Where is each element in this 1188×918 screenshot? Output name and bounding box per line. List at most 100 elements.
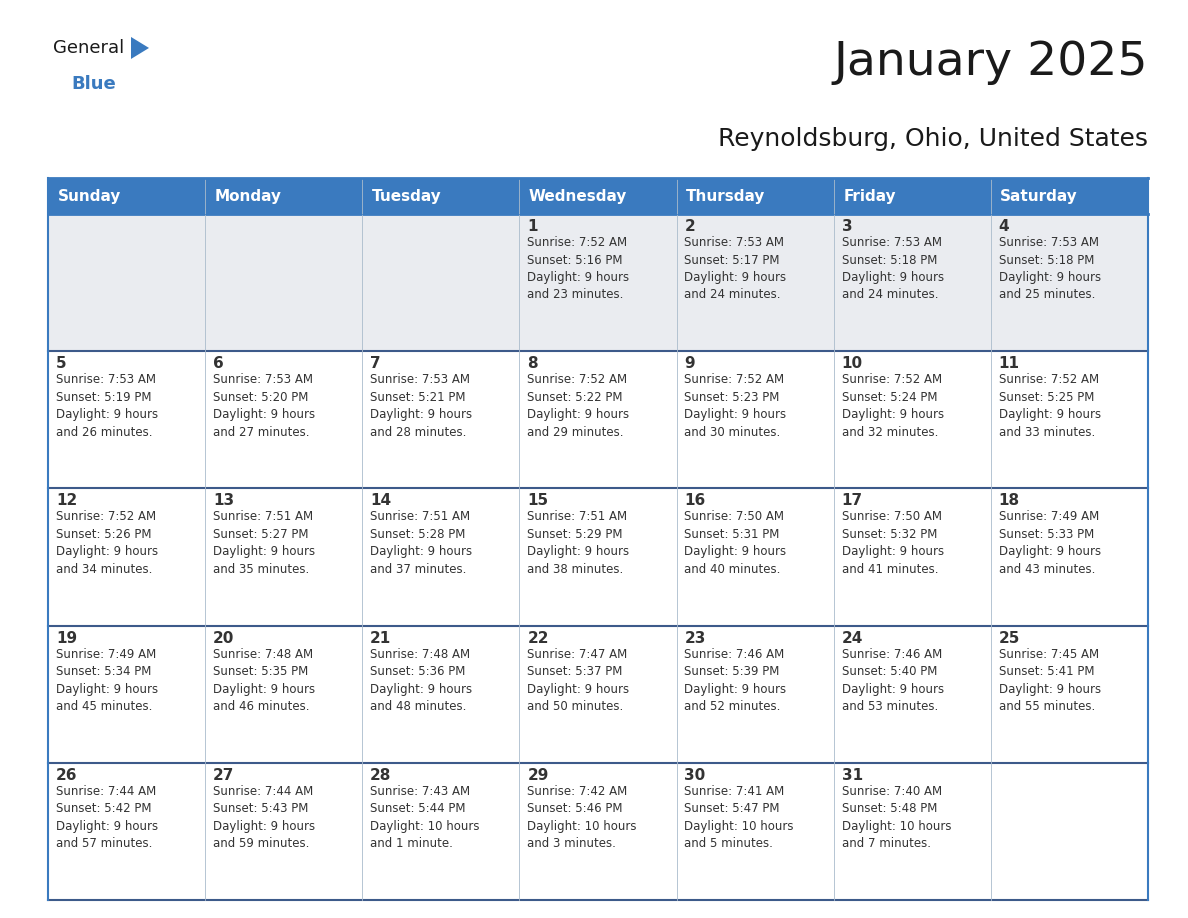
- Text: Sunrise: 7:49 AM
Sunset: 5:34 PM
Daylight: 9 hours
and 45 minutes.: Sunrise: 7:49 AM Sunset: 5:34 PM Dayligh…: [56, 647, 158, 713]
- Bar: [48, 488, 206, 625]
- Text: Monday: Monday: [215, 188, 282, 204]
- Text: 13: 13: [213, 493, 234, 509]
- Bar: [834, 763, 991, 900]
- Text: Reynoldsburg, Ohio, United States: Reynoldsburg, Ohio, United States: [718, 127, 1148, 151]
- Text: Sunrise: 7:42 AM
Sunset: 5:46 PM
Daylight: 10 hours
and 3 minutes.: Sunrise: 7:42 AM Sunset: 5:46 PM Dayligh…: [527, 785, 637, 850]
- Text: Sunrise: 7:46 AM
Sunset: 5:40 PM
Daylight: 9 hours
and 53 minutes.: Sunrise: 7:46 AM Sunset: 5:40 PM Dayligh…: [841, 647, 943, 713]
- Text: Blue: Blue: [71, 75, 115, 93]
- Text: Sunrise: 7:52 AM
Sunset: 5:24 PM
Daylight: 9 hours
and 32 minutes.: Sunrise: 7:52 AM Sunset: 5:24 PM Dayligh…: [841, 374, 943, 439]
- Text: January 2025: January 2025: [834, 39, 1148, 84]
- Text: Sunrise: 7:41 AM
Sunset: 5:47 PM
Daylight: 10 hours
and 5 minutes.: Sunrise: 7:41 AM Sunset: 5:47 PM Dayligh…: [684, 785, 794, 850]
- Text: 20: 20: [213, 631, 234, 645]
- Text: Sunrise: 7:40 AM
Sunset: 5:48 PM
Daylight: 10 hours
and 7 minutes.: Sunrise: 7:40 AM Sunset: 5:48 PM Dayligh…: [841, 785, 952, 850]
- Text: 19: 19: [56, 631, 77, 645]
- Bar: [677, 178, 834, 214]
- Bar: [991, 488, 1148, 625]
- Text: Sunrise: 7:52 AM
Sunset: 5:16 PM
Daylight: 9 hours
and 23 minutes.: Sunrise: 7:52 AM Sunset: 5:16 PM Dayligh…: [527, 236, 630, 301]
- Bar: [48, 763, 206, 900]
- Bar: [677, 625, 834, 763]
- Text: Sunday: Sunday: [57, 188, 121, 204]
- Text: General: General: [53, 39, 125, 57]
- Text: 9: 9: [684, 356, 695, 371]
- Bar: [48, 352, 206, 488]
- Text: 27: 27: [213, 767, 234, 783]
- Text: Sunrise: 7:52 AM
Sunset: 5:22 PM
Daylight: 9 hours
and 29 minutes.: Sunrise: 7:52 AM Sunset: 5:22 PM Dayligh…: [527, 374, 630, 439]
- Bar: [206, 763, 362, 900]
- Text: Sunrise: 7:45 AM
Sunset: 5:41 PM
Daylight: 9 hours
and 55 minutes.: Sunrise: 7:45 AM Sunset: 5:41 PM Dayligh…: [999, 647, 1101, 713]
- Bar: [991, 763, 1148, 900]
- Text: 8: 8: [527, 356, 538, 371]
- Bar: [362, 625, 519, 763]
- Bar: [362, 763, 519, 900]
- Bar: [834, 625, 991, 763]
- Text: Tuesday: Tuesday: [372, 188, 442, 204]
- Bar: [206, 214, 362, 352]
- Text: Saturday: Saturday: [1000, 188, 1078, 204]
- Bar: [362, 178, 519, 214]
- Text: 11: 11: [999, 356, 1019, 371]
- Text: Sunrise: 7:52 AM
Sunset: 5:23 PM
Daylight: 9 hours
and 30 minutes.: Sunrise: 7:52 AM Sunset: 5:23 PM Dayligh…: [684, 374, 786, 439]
- Bar: [834, 214, 991, 352]
- Bar: [519, 178, 677, 214]
- Bar: [519, 488, 677, 625]
- Bar: [834, 352, 991, 488]
- Text: 7: 7: [371, 356, 381, 371]
- Text: 4: 4: [999, 219, 1010, 234]
- Text: Sunrise: 7:53 AM
Sunset: 5:21 PM
Daylight: 9 hours
and 28 minutes.: Sunrise: 7:53 AM Sunset: 5:21 PM Dayligh…: [371, 374, 473, 439]
- Bar: [362, 488, 519, 625]
- Text: 26: 26: [56, 767, 77, 783]
- Text: 29: 29: [527, 767, 549, 783]
- Text: 21: 21: [371, 631, 391, 645]
- Text: 25: 25: [999, 631, 1020, 645]
- Text: Sunrise: 7:53 AM
Sunset: 5:19 PM
Daylight: 9 hours
and 26 minutes.: Sunrise: 7:53 AM Sunset: 5:19 PM Dayligh…: [56, 374, 158, 439]
- Text: Sunrise: 7:44 AM
Sunset: 5:43 PM
Daylight: 9 hours
and 59 minutes.: Sunrise: 7:44 AM Sunset: 5:43 PM Dayligh…: [213, 785, 315, 850]
- Text: Sunrise: 7:52 AM
Sunset: 5:25 PM
Daylight: 9 hours
and 33 minutes.: Sunrise: 7:52 AM Sunset: 5:25 PM Dayligh…: [999, 374, 1101, 439]
- Text: Sunrise: 7:51 AM
Sunset: 5:28 PM
Daylight: 9 hours
and 37 minutes.: Sunrise: 7:51 AM Sunset: 5:28 PM Dayligh…: [371, 510, 473, 576]
- Bar: [519, 352, 677, 488]
- Bar: [48, 625, 206, 763]
- Text: Sunrise: 7:48 AM
Sunset: 5:36 PM
Daylight: 9 hours
and 48 minutes.: Sunrise: 7:48 AM Sunset: 5:36 PM Dayligh…: [371, 647, 473, 713]
- Text: Thursday: Thursday: [685, 188, 765, 204]
- Bar: [677, 352, 834, 488]
- Bar: [48, 214, 206, 352]
- Bar: [991, 352, 1148, 488]
- Text: 16: 16: [684, 493, 706, 509]
- Text: Sunrise: 7:48 AM
Sunset: 5:35 PM
Daylight: 9 hours
and 46 minutes.: Sunrise: 7:48 AM Sunset: 5:35 PM Dayligh…: [213, 647, 315, 713]
- Text: Sunrise: 7:51 AM
Sunset: 5:29 PM
Daylight: 9 hours
and 38 minutes.: Sunrise: 7:51 AM Sunset: 5:29 PM Dayligh…: [527, 510, 630, 576]
- Bar: [834, 488, 991, 625]
- Bar: [206, 352, 362, 488]
- Text: Wednesday: Wednesday: [529, 188, 627, 204]
- Text: 10: 10: [841, 356, 862, 371]
- Text: 12: 12: [56, 493, 77, 509]
- Bar: [48, 178, 206, 214]
- Bar: [519, 625, 677, 763]
- Text: Sunrise: 7:50 AM
Sunset: 5:31 PM
Daylight: 9 hours
and 40 minutes.: Sunrise: 7:50 AM Sunset: 5:31 PM Dayligh…: [684, 510, 786, 576]
- Text: 5: 5: [56, 356, 67, 371]
- Polygon shape: [131, 37, 148, 59]
- Text: Sunrise: 7:50 AM
Sunset: 5:32 PM
Daylight: 9 hours
and 41 minutes.: Sunrise: 7:50 AM Sunset: 5:32 PM Dayligh…: [841, 510, 943, 576]
- Text: Sunrise: 7:44 AM
Sunset: 5:42 PM
Daylight: 9 hours
and 57 minutes.: Sunrise: 7:44 AM Sunset: 5:42 PM Dayligh…: [56, 785, 158, 850]
- Text: Sunrise: 7:43 AM
Sunset: 5:44 PM
Daylight: 10 hours
and 1 minute.: Sunrise: 7:43 AM Sunset: 5:44 PM Dayligh…: [371, 785, 480, 850]
- Text: 17: 17: [841, 493, 862, 509]
- Text: 3: 3: [841, 219, 852, 234]
- Bar: [677, 214, 834, 352]
- Text: 6: 6: [213, 356, 223, 371]
- Text: 30: 30: [684, 767, 706, 783]
- Text: 15: 15: [527, 493, 549, 509]
- Text: Friday: Friday: [843, 188, 896, 204]
- Bar: [991, 625, 1148, 763]
- Text: Sunrise: 7:46 AM
Sunset: 5:39 PM
Daylight: 9 hours
and 52 minutes.: Sunrise: 7:46 AM Sunset: 5:39 PM Dayligh…: [684, 647, 786, 713]
- Text: 14: 14: [371, 493, 391, 509]
- Bar: [991, 178, 1148, 214]
- Text: Sunrise: 7:53 AM
Sunset: 5:20 PM
Daylight: 9 hours
and 27 minutes.: Sunrise: 7:53 AM Sunset: 5:20 PM Dayligh…: [213, 374, 315, 439]
- Text: 31: 31: [841, 767, 862, 783]
- Bar: [677, 488, 834, 625]
- Text: Sunrise: 7:53 AM
Sunset: 5:18 PM
Daylight: 9 hours
and 25 minutes.: Sunrise: 7:53 AM Sunset: 5:18 PM Dayligh…: [999, 236, 1101, 301]
- Bar: [362, 352, 519, 488]
- Bar: [206, 625, 362, 763]
- Bar: [206, 488, 362, 625]
- Text: 18: 18: [999, 493, 1019, 509]
- Bar: [991, 214, 1148, 352]
- Text: Sunrise: 7:51 AM
Sunset: 5:27 PM
Daylight: 9 hours
and 35 minutes.: Sunrise: 7:51 AM Sunset: 5:27 PM Dayligh…: [213, 510, 315, 576]
- Text: 28: 28: [371, 767, 392, 783]
